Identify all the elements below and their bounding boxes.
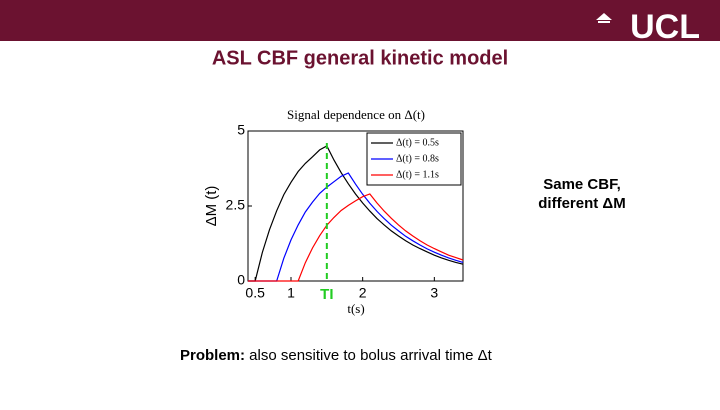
- side-note: different ΔM: [538, 195, 625, 212]
- y-axis-label: ΔM (t): [203, 186, 220, 227]
- x-tick-label: 2: [359, 285, 367, 301]
- series-line: [248, 145, 464, 282]
- chart-title: Signal dependence on Δ(t): [287, 107, 425, 122]
- logo-icon: [596, 13, 612, 23]
- x-tick-label: 0.5: [245, 285, 265, 301]
- y-tick-label: 5: [237, 122, 245, 138]
- legend-label: Δ(t) = 1.1s: [396, 169, 439, 180]
- y-tick-label: 2.5: [226, 197, 246, 213]
- side-note: Same CBF,: [543, 176, 621, 193]
- x-axis-label: t(s): [347, 301, 364, 316]
- problem-text: also sensitive to bolus arrival time Δt: [245, 347, 493, 364]
- problem: Problem: also sensitive to bolus arrival…: [180, 347, 493, 364]
- problem-label: Problem:: [180, 347, 245, 364]
- legend-label: Δ(t) = 0.8s: [396, 153, 439, 164]
- x-tick-label: 1: [287, 285, 295, 301]
- y-tick-label: 0: [237, 272, 245, 288]
- slide-title: ASL CBF general kinetic model: [212, 47, 508, 69]
- series-line: [248, 193, 464, 282]
- logo: UCL: [630, 8, 700, 46]
- series-line: [248, 172, 464, 282]
- x-tick-label: 3: [430, 285, 438, 301]
- legend-label: Δ(t) = 0.5s: [396, 137, 439, 148]
- header-bar: [0, 0, 720, 41]
- annotation-label: TI: [320, 286, 333, 303]
